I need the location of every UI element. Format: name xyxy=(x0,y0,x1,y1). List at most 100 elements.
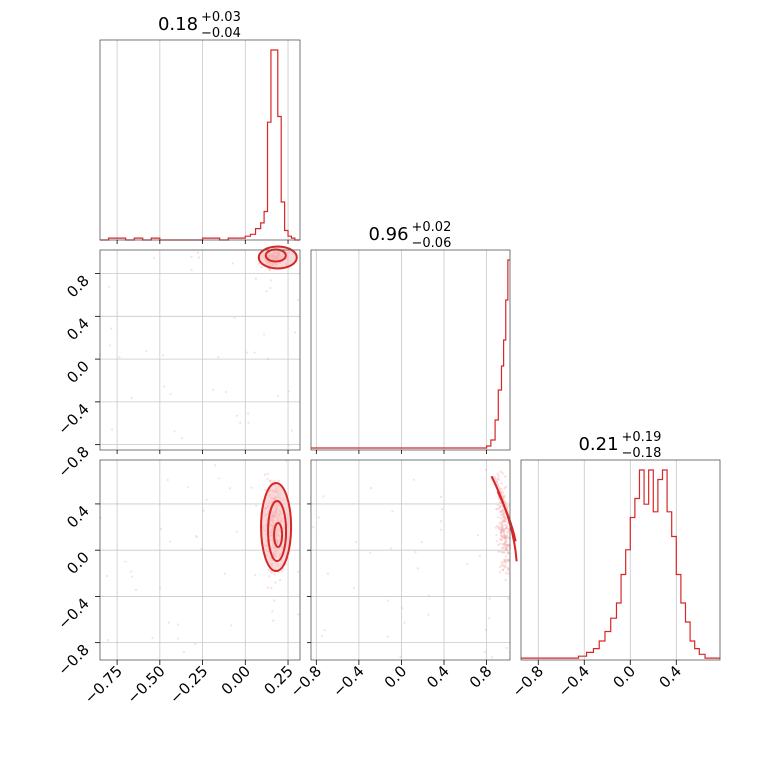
scatter-point xyxy=(287,444,290,447)
scatter-point xyxy=(499,470,502,474)
scatter-point xyxy=(496,524,499,528)
scatter-point xyxy=(326,572,330,575)
scatter-point xyxy=(499,510,502,514)
scatter-point xyxy=(501,509,505,512)
scatter-point xyxy=(414,551,417,554)
scatter-cloud xyxy=(98,249,300,447)
scatter-point xyxy=(484,628,487,631)
scatter-point xyxy=(504,526,508,530)
scatter-point xyxy=(439,528,443,531)
scatter-point xyxy=(246,412,250,415)
scatter-point xyxy=(500,526,504,529)
scatter-point xyxy=(496,477,500,480)
scatter-point xyxy=(503,535,506,539)
scatter-point xyxy=(507,597,510,600)
scatter-point xyxy=(177,623,180,626)
scatter-point xyxy=(266,586,269,589)
scatter-point xyxy=(506,531,510,534)
scatter-cloud xyxy=(312,468,512,659)
histogram-step xyxy=(311,259,510,449)
scatter-point xyxy=(130,575,134,578)
scatter-point xyxy=(488,597,491,600)
scatter-point xyxy=(370,487,373,490)
scatter-point xyxy=(478,555,481,558)
scatter-point xyxy=(496,507,499,511)
y-tick-label: 0.4 xyxy=(63,502,93,532)
scatter-point xyxy=(320,634,324,638)
scatter-point xyxy=(505,534,508,537)
scatter-point xyxy=(412,478,415,481)
scatter-point xyxy=(500,561,504,564)
scatter-point xyxy=(488,617,491,620)
scatter-point xyxy=(504,527,508,530)
scatter-point xyxy=(504,535,508,538)
scatter-point xyxy=(503,486,506,490)
scatter-point xyxy=(497,525,500,529)
scatter-point xyxy=(501,525,504,529)
scatter-point xyxy=(504,543,507,546)
scatter-point xyxy=(501,472,504,475)
scatter-point xyxy=(108,344,111,347)
scatter-point xyxy=(224,390,228,394)
scatter-point xyxy=(506,551,510,554)
panel-frame xyxy=(310,459,511,661)
scatter-point xyxy=(502,531,505,534)
histogram-panel-3 xyxy=(520,459,721,661)
scatter-point xyxy=(217,355,220,359)
scatter-point xyxy=(503,534,506,538)
scatter-point xyxy=(494,526,498,529)
scatter-point xyxy=(500,529,503,532)
scatter-point xyxy=(498,505,501,508)
scatter-panel-p1-p2 xyxy=(98,245,301,451)
scatter-point xyxy=(503,519,507,522)
histogram-panel-2 xyxy=(310,249,511,451)
scatter-point xyxy=(129,570,132,573)
scatter-point xyxy=(496,503,499,506)
scatter-point xyxy=(257,262,261,265)
panel-frame xyxy=(310,249,511,451)
scatter-point xyxy=(134,588,138,591)
scatter-point xyxy=(497,516,500,519)
scatter-point xyxy=(386,635,389,638)
scatter-point xyxy=(503,564,506,567)
scatter-point xyxy=(166,478,169,482)
scatter-point xyxy=(245,351,249,354)
scatter-point xyxy=(228,487,232,490)
title-minus-error: −0.04 xyxy=(201,26,241,41)
scatter-point xyxy=(503,532,506,536)
x-tick-label: 0.0 xyxy=(381,662,411,692)
scatter-point xyxy=(287,390,290,393)
scatter-point xyxy=(504,535,507,538)
scatter-point xyxy=(505,547,508,550)
scatter-point xyxy=(277,571,280,574)
x-tick-label: −0.4 xyxy=(329,662,367,700)
scatter-point xyxy=(503,494,506,497)
scatter-point xyxy=(497,474,500,478)
scatter-point xyxy=(266,357,270,360)
scatter-point xyxy=(190,255,193,258)
scatter-point xyxy=(502,519,505,522)
scatter-point xyxy=(427,613,430,616)
scatter-point xyxy=(498,526,502,529)
scatter-point xyxy=(507,567,510,570)
y-tick-label: −0.4 xyxy=(54,595,92,633)
scatter-point xyxy=(502,537,506,540)
scatter-point xyxy=(401,607,404,610)
x-tick-label: 0.4 xyxy=(423,662,453,692)
scatter-point xyxy=(500,563,504,566)
scatter-point xyxy=(500,538,503,541)
scatter-point xyxy=(500,509,503,513)
scatter-point xyxy=(501,535,504,538)
scatter-point xyxy=(499,531,503,535)
scatter-point xyxy=(280,570,284,573)
scatter-point xyxy=(496,472,499,475)
scatter-point xyxy=(500,550,504,554)
scatter-point xyxy=(276,394,280,398)
panel-title: 0.18 xyxy=(158,14,198,35)
scatter-point xyxy=(504,517,507,520)
histogram-step xyxy=(521,469,720,659)
scatter-point xyxy=(273,479,276,482)
scatter-point xyxy=(266,477,269,481)
scatter-point xyxy=(263,473,267,476)
scatter-point xyxy=(506,525,509,529)
